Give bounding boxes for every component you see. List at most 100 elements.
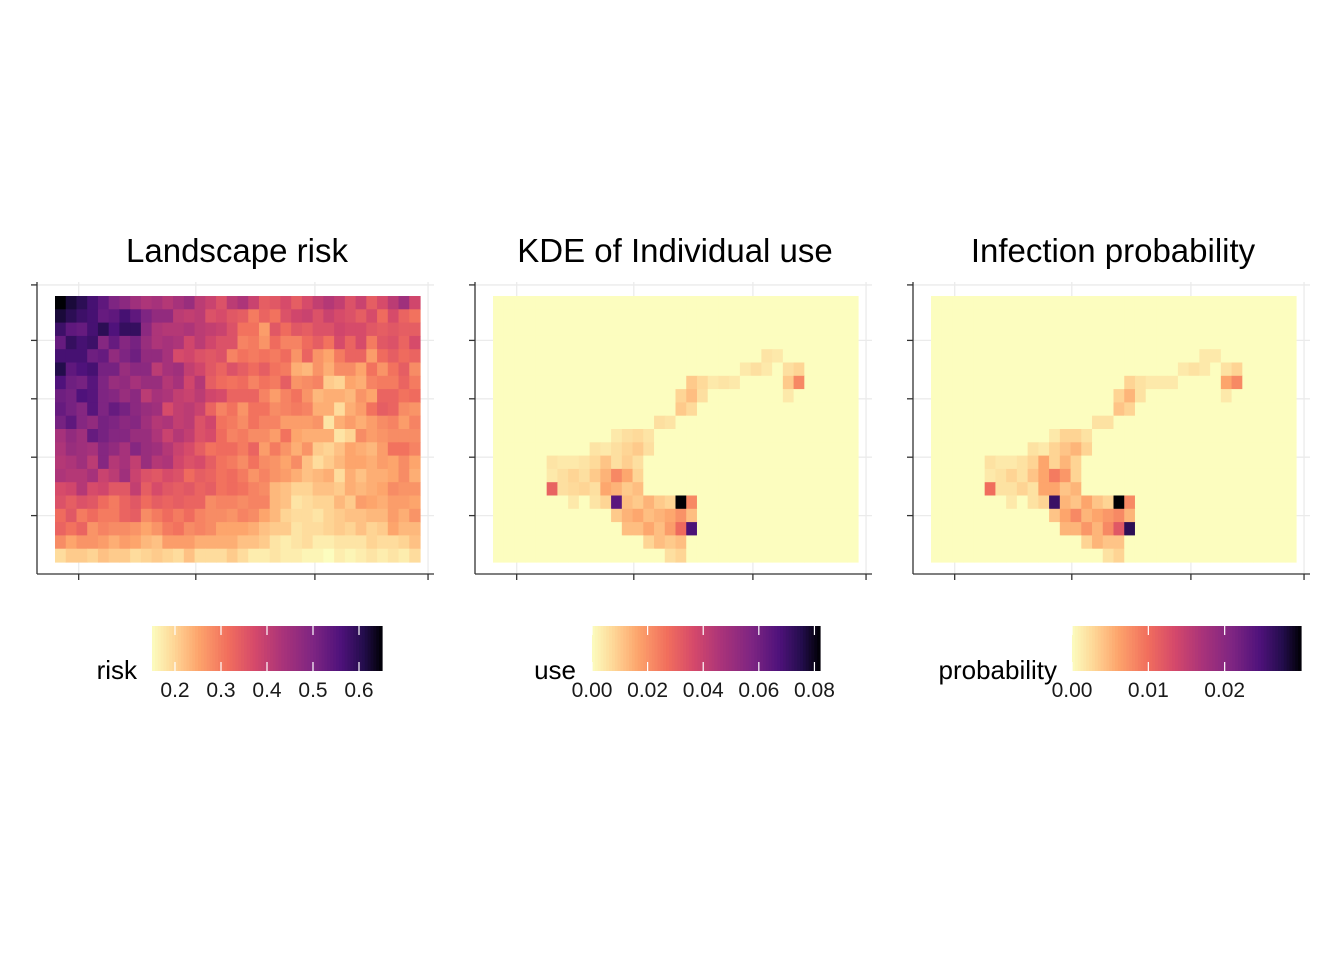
legend-colorbar-segment xyxy=(800,626,804,671)
heatmap-cell xyxy=(205,442,217,457)
heatmap-cell xyxy=(675,495,687,510)
legend-colorbar-segment xyxy=(290,626,294,671)
heatmap-cell xyxy=(761,362,773,377)
heatmap-cell xyxy=(963,508,975,523)
legend-colorbar-segment xyxy=(347,626,351,671)
heatmap-cell xyxy=(1134,375,1147,390)
heatmap-cell xyxy=(334,455,346,470)
heatmap-cell xyxy=(941,309,954,324)
heatmap-cell xyxy=(1081,322,1093,337)
heatmap-cell xyxy=(772,362,784,377)
heatmap-cell xyxy=(600,362,612,377)
legend-colorbar-segment xyxy=(791,626,795,671)
heatmap-cell xyxy=(344,522,357,536)
heatmap-cell xyxy=(205,335,217,350)
heatmap-cell xyxy=(65,375,78,390)
heatmap-cell xyxy=(589,296,601,310)
heatmap-cell xyxy=(578,309,591,324)
heatmap-cell xyxy=(750,389,762,403)
heatmap-cell xyxy=(782,415,795,430)
heatmap-cell xyxy=(761,375,773,390)
heatmap-cell xyxy=(194,335,206,350)
heatmap-cell xyxy=(578,335,591,350)
legend-colorbar-segment xyxy=(737,626,741,671)
heatmap-cell xyxy=(409,389,421,403)
heatmap-cell xyxy=(1199,375,1211,390)
heatmap-cell xyxy=(686,442,698,457)
heatmap-cell xyxy=(1263,375,1276,390)
heatmap-cell xyxy=(600,455,612,470)
heatmap-cell xyxy=(1081,535,1093,550)
legend-colorbar-segment xyxy=(1083,626,1087,671)
heatmap-cell xyxy=(130,322,142,337)
heatmap-cell xyxy=(750,495,762,510)
legend-colorbar-segment xyxy=(341,626,346,671)
heatmap-cell xyxy=(216,296,228,310)
heatmap-cell xyxy=(963,296,975,310)
heatmap-cell xyxy=(503,522,516,536)
heatmap-cell xyxy=(718,495,730,510)
heatmap-cell xyxy=(632,322,644,337)
heatmap-cell xyxy=(258,482,271,497)
heatmap-cell xyxy=(825,495,838,510)
heatmap-cell xyxy=(377,375,389,390)
heatmap-cell xyxy=(675,309,687,324)
heatmap-cell xyxy=(707,362,720,377)
heatmap-cell xyxy=(409,468,421,483)
heatmap-cell xyxy=(301,535,314,550)
heatmap-cell xyxy=(739,468,752,483)
heatmap-cell xyxy=(1006,362,1018,377)
heatmap-cell xyxy=(269,415,282,430)
heatmap-cell xyxy=(1285,296,1297,310)
heatmap-cell xyxy=(611,482,623,497)
heatmap-cell xyxy=(1006,548,1018,563)
heatmap-cell xyxy=(1059,508,1072,523)
legend-colorbar-segment xyxy=(370,626,374,671)
heatmap-cell xyxy=(1092,309,1104,324)
heatmap-cell xyxy=(205,322,217,337)
legend-colorbar-segment xyxy=(379,626,383,671)
heatmap-cell xyxy=(707,415,720,430)
heatmap-cell xyxy=(568,508,580,523)
heatmap-cell xyxy=(729,508,741,523)
heatmap-cell xyxy=(503,296,516,310)
heatmap-cell xyxy=(973,362,986,377)
heatmap-cell xyxy=(1242,389,1254,403)
legend-colorbar-segment xyxy=(272,626,277,671)
heatmap-cell xyxy=(216,362,228,377)
heatmap-cell xyxy=(334,335,346,350)
heatmap-cell xyxy=(1016,508,1029,523)
legend-colorbar-segment xyxy=(175,626,179,671)
heatmap-cell xyxy=(248,468,260,483)
heatmap-cell xyxy=(611,455,623,470)
heatmap-cell xyxy=(366,429,378,443)
heatmap-cell xyxy=(686,362,698,377)
heatmap-cell xyxy=(248,429,260,443)
heatmap-cell xyxy=(1070,335,1082,350)
legend-colorbar-segment xyxy=(654,626,659,671)
heatmap-cell xyxy=(1070,362,1082,377)
heatmap-cell xyxy=(248,362,260,377)
heatmap-cell xyxy=(377,309,389,324)
legend-colorbar-segment xyxy=(1200,626,1205,671)
heatmap-cell xyxy=(772,335,784,350)
heatmap-cell xyxy=(611,389,623,403)
heatmap-cell xyxy=(237,362,249,377)
heatmap-cell xyxy=(65,402,78,417)
heatmap-cell xyxy=(963,495,975,510)
heatmap-cell xyxy=(654,548,666,563)
heatmap-cell xyxy=(334,349,346,364)
heatmap-cell xyxy=(1102,402,1115,417)
heatmap-cell xyxy=(97,468,110,483)
heatmap-cell xyxy=(514,309,526,324)
heatmap-cell xyxy=(1177,349,1190,364)
heatmap-cell xyxy=(1145,335,1158,350)
heatmap-cell xyxy=(557,522,569,536)
heatmap-cell xyxy=(366,389,378,403)
heatmap-cell xyxy=(1006,508,1018,523)
heatmap-cell xyxy=(568,482,580,497)
heatmap-cell xyxy=(1102,548,1115,563)
legend-colorbar-segment xyxy=(643,626,647,671)
heatmap-cell xyxy=(1177,508,1190,523)
heatmap-cell xyxy=(1242,296,1254,310)
